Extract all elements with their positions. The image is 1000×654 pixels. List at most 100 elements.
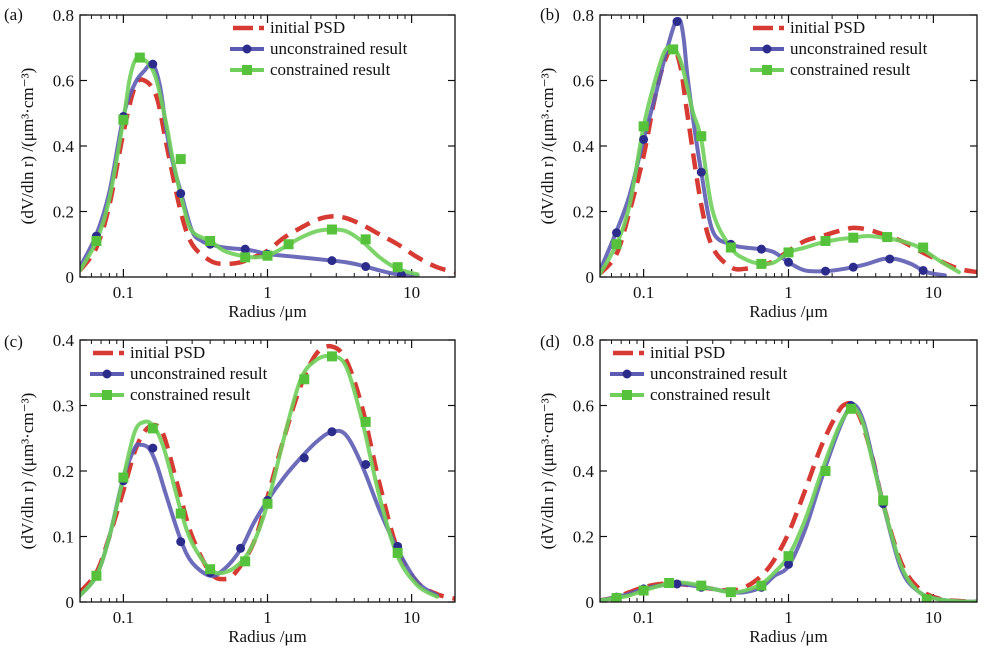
plot-area [600,400,977,602]
data-point-unconstrained-result [240,244,250,254]
legend-marker-unconstrained-result [102,369,112,379]
series-line-constrained-result [600,44,961,276]
x-axis-label: Radius /μm [228,302,307,321]
legend-label-constrained-result: constrained result [130,385,251,404]
data-point-constrained-result [668,44,679,55]
y-tick-label: 0.2 [53,462,74,481]
data-point-unconstrained-result [672,579,682,589]
x-tick-label: 1 [263,283,272,302]
data-point-constrained-result [756,258,767,269]
y-tick-label: 0.4 [573,137,595,156]
data-point-constrained-result [205,235,216,246]
x-tick-label: 0.1 [113,608,134,627]
data-point-constrained-result [918,242,929,253]
x-axis-label: Radius /μm [749,627,828,646]
data-point-constrained-result [725,587,736,598]
data-point-constrained-result [848,232,859,243]
y-tick-label: 0.4 [53,331,75,350]
data-point-unconstrained-result [918,265,928,275]
axes-frame [79,339,456,603]
data-point-constrained-result [783,247,794,258]
data-point-constrained-result [921,594,932,602]
legend-marker-constrained-result [762,65,772,75]
data-point-constrained-result [664,578,675,589]
data-point-unconstrained-result [176,188,186,198]
y-axis-label: (dV/dln r) /(μm³·cm⁻³) [538,68,557,225]
series-line-initial-psd [600,400,977,602]
plot-area [80,52,455,277]
data-point-constrained-result [283,239,294,250]
x-tick-label: 1 [784,283,793,302]
data-point-constrained-result [326,351,337,362]
y-tick-label: 0 [66,593,75,612]
x-tick-label: 10 [403,608,420,627]
data-point-constrained-result [725,242,736,253]
data-point-unconstrained-result [148,59,158,69]
data-point-constrained-result [118,114,129,125]
x-tick-label: 1 [784,608,793,627]
legend-label-constrained-result: constrained result [650,385,771,404]
legend-label-initial-psd: initial PSD [270,18,345,37]
data-point-unconstrained-result [784,257,793,267]
y-axis-label: (dV/dln r) /(μm³·cm⁻³) [18,68,37,225]
data-point-constrained-result [299,374,310,385]
x-tick-label: 0.1 [633,283,654,302]
y-axis-label: (dV/dln r) /(μm³·cm⁻³) [538,393,557,550]
x-tick-label: 10 [925,608,942,627]
data-point-constrained-result [205,564,216,575]
y-tick-label: 0 [586,593,595,612]
series-line-initial-psd [80,77,455,275]
legend-marker-unconstrained-result [762,44,772,54]
data-point-unconstrained-result [299,453,309,463]
y-tick-label: 0.8 [573,331,594,350]
data-point-constrained-result [638,121,649,132]
data-point-unconstrained-result [639,134,649,144]
data-point-constrained-result [878,495,889,506]
data-point-constrained-result [360,234,371,245]
y-tick-label: 0.4 [573,462,595,481]
data-point-constrained-result [820,235,831,246]
x-axis-label: Radius /μm [749,302,828,321]
data-point-unconstrained-result [327,256,337,266]
data-point-constrained-result [175,508,186,519]
data-point-constrained-result [638,585,649,596]
legend-marker-unconstrained-result [622,369,632,379]
y-tick-label: 0.8 [53,6,74,25]
data-point-constrained-result [91,570,102,581]
legend-label-initial-psd: initial PSD [650,343,725,362]
series-line-constrained-result [600,405,977,602]
chart-panel-b: (b) 0.1 1 10 0 0.2 0.4 0.6 0.8 Radius /μm (dV/dln … [538,5,978,321]
legend-label-constrained-result: constrained result [790,60,911,79]
data-point-constrained-result [134,52,145,63]
legend-label-initial-psd: initial PSD [790,18,865,37]
y-tick-label: 0.2 [53,203,74,222]
legend-marker-constrained-result [242,65,252,75]
legend-marker-unconstrained-result [242,44,252,54]
data-point-unconstrained-result [820,266,830,276]
legend-label-unconstrained-result: unconstrained result [270,39,408,58]
data-point-constrained-result [611,593,622,602]
y-tick-label: 0 [66,268,75,287]
y-axis-label: (dV/dln r) /(μm³·cm⁻³) [18,393,37,550]
data-point-constrained-result [696,131,707,142]
plot-area [80,343,455,601]
y-tick-label: 0.6 [53,72,74,91]
plot-area [600,16,977,277]
data-point-unconstrained-result [885,254,895,264]
y-tick-label: 0.6 [573,72,594,91]
series-line-unconstrained-result [80,428,439,598]
data-point-unconstrained-result [176,537,186,547]
data-point-constrained-result [240,556,251,567]
x-tick-label: 0.1 [113,283,134,302]
data-point-constrained-result [756,580,767,591]
legend-marker-constrained-result [622,390,632,400]
y-tick-label: 0.2 [573,203,594,222]
data-point-constrained-result [262,250,273,261]
data-point-unconstrained-result [696,167,706,177]
data-point-constrained-result [118,472,129,483]
data-point-constrained-result [360,416,371,427]
chart-panel-d: (d) 0.1 1 10 0 0.2 0.4 0.6 0.8 Radius /μm (dV/dln … [538,331,978,646]
data-point-unconstrained-result [361,459,371,469]
data-point-constrained-result [147,423,158,434]
data-point-constrained-result [845,403,856,414]
